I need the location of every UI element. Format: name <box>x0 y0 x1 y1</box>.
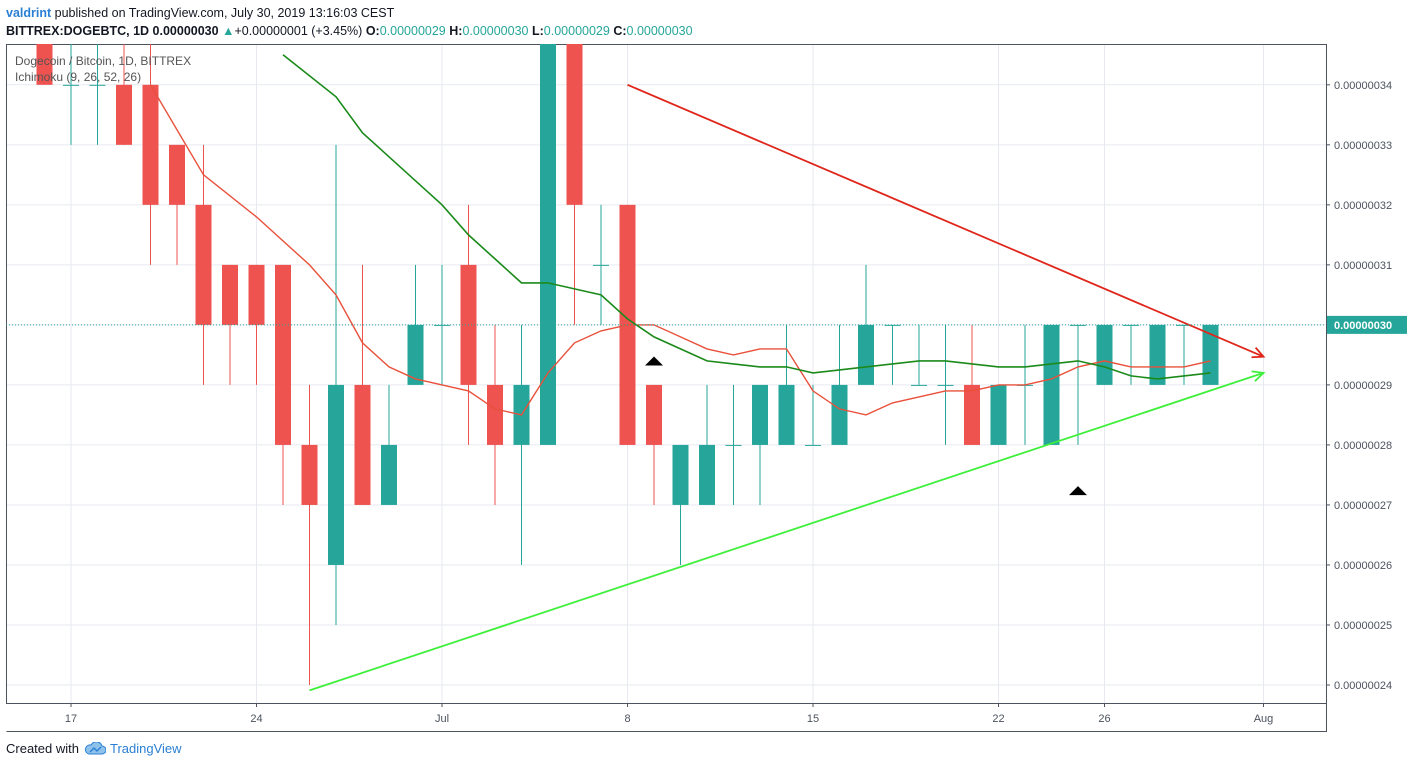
candle-body <box>937 384 954 386</box>
trendlines <box>309 83 1266 692</box>
y-tick-label: 0.00000033 <box>1334 140 1392 152</box>
created-with-text: Created with <box>6 741 79 756</box>
y-tick-label: 0.00000027 <box>1334 500 1392 512</box>
candle-body <box>646 384 662 445</box>
last-price-tag <box>1327 315 1407 334</box>
candle-body <box>354 384 371 505</box>
candle-body <box>805 444 821 446</box>
tradingview-cloud-icon <box>84 742 106 755</box>
candle-body <box>884 324 901 326</box>
change-up-icon: ▲ <box>222 24 235 38</box>
kijun-sen-line <box>282 54 1211 380</box>
y-tick-label: 0.00000025 <box>1334 620 1392 632</box>
resistance-arrow-icon <box>1251 347 1266 359</box>
candle-body <box>752 384 768 445</box>
candle-body <box>540 44 556 445</box>
x-tick-label: 17 <box>65 713 77 725</box>
candle-body <box>778 384 795 445</box>
open-value: 0.00000029 <box>379 24 446 38</box>
candle-body <box>911 384 927 386</box>
candle-body <box>1202 324 1219 385</box>
candle-body <box>275 264 291 445</box>
candle-body <box>1176 324 1192 326</box>
indicator-label: Ichimoku (9, 26, 52, 26) <box>15 70 141 84</box>
y-tick-label: 0.00000031 <box>1334 260 1392 272</box>
low-value: 0.00000029 <box>543 24 610 38</box>
y-tick-label: 0.00000024 <box>1334 680 1392 692</box>
y-tick-label: 0.00000028 <box>1334 440 1392 452</box>
axes: 0.00000034 0.00000033 0.00000032 0.00000031… <box>6 80 1407 725</box>
candle-body <box>566 44 583 205</box>
candle-body <box>1096 324 1113 385</box>
high-label: H: <box>449 24 463 38</box>
candle-body <box>725 444 742 446</box>
candle-body <box>301 444 318 505</box>
triangle-up-marker-icon <box>1069 486 1087 496</box>
low-label: L: <box>531 24 544 38</box>
symbol-label: Dogecoin / Bitcoin, 1D, BITTREX <box>15 54 191 68</box>
candle-body <box>36 44 53 85</box>
y-tick-label: 0.00000034 <box>1334 80 1392 92</box>
x-tick-label: 22 <box>992 713 1004 725</box>
candle-body <box>89 84 106 86</box>
open-label: O: <box>365 24 380 38</box>
published-text: published on TradingView.com, July 30, 2… <box>54 6 395 20</box>
support-arrow-icon <box>1251 370 1266 382</box>
ichimoku-lines <box>149 54 1211 416</box>
candle-body <box>222 264 238 325</box>
candle-body <box>990 384 1007 445</box>
markers <box>645 356 1087 496</box>
candle-body <box>1043 324 1060 445</box>
tradingview-link[interactable]: TradingView <box>109 741 182 756</box>
candle-body <box>434 324 450 326</box>
chart-frame <box>6 44 1327 732</box>
candle-body <box>381 444 397 505</box>
resistance-trendline <box>627 83 1264 358</box>
plot-area-border <box>6 44 1327 704</box>
last-price-tag-label: 0.00000030 <box>1334 320 1392 332</box>
x-tick-label: 24 <box>250 713 262 725</box>
last-price: 0.00000030 <box>152 24 219 38</box>
publish-line: valdrint published on TradingView.com, J… <box>6 4 693 22</box>
tenkan-sen-line <box>149 84 1211 416</box>
candle-body <box>195 204 212 325</box>
close-label: C: <box>613 24 627 38</box>
triangle-up-marker-icon <box>645 356 663 366</box>
close-value: 0.00000030 <box>626 24 693 38</box>
candle-body <box>407 324 424 385</box>
y-tick-label: 0.00000032 <box>1334 200 1392 212</box>
candle-body <box>116 84 132 145</box>
y-tick-label: 0.00000029 <box>1334 380 1392 392</box>
candle-body <box>487 384 503 445</box>
footer: Created with TradingView <box>6 741 182 756</box>
y-tick-label: 0.00000026 <box>1334 560 1392 572</box>
candle-body <box>1070 324 1086 326</box>
candle-body <box>63 84 79 86</box>
candle-body <box>593 264 609 266</box>
support-trendline <box>309 372 1264 692</box>
candle-body <box>831 384 848 445</box>
ohlc-line: BITTREX:DOGEBTC, 1D 0.00000030 ▲+0.00000… <box>6 22 693 40</box>
x-tick-label: Aug <box>1254 713 1274 725</box>
header: valdrint published on TradingView.com, J… <box>6 4 693 40</box>
candle-body <box>328 384 344 565</box>
chart-legend: Dogecoin / Bitcoin, 1D, BITTREX Ichimoku… <box>15 54 191 84</box>
candle-body <box>858 324 874 385</box>
candle-body <box>142 84 159 205</box>
candle-body <box>964 384 980 445</box>
ticker-label: BITTREX:DOGEBTC, 1D <box>6 24 150 38</box>
x-tick-label: Jul <box>435 713 449 725</box>
price-change: +0.00000001 (+3.45%) <box>234 24 363 38</box>
candle-body <box>169 144 185 205</box>
candle-body <box>672 444 689 505</box>
x-tick-label: 26 <box>1098 713 1110 725</box>
x-tick-label: 8 <box>624 713 630 725</box>
candle-body <box>699 444 715 505</box>
x-tick-label: 15 <box>807 713 819 725</box>
high-value: 0.00000030 <box>462 24 529 38</box>
candle-body <box>1149 324 1166 385</box>
candle-body <box>248 264 265 325</box>
author-link[interactable]: valdrint <box>6 6 52 20</box>
